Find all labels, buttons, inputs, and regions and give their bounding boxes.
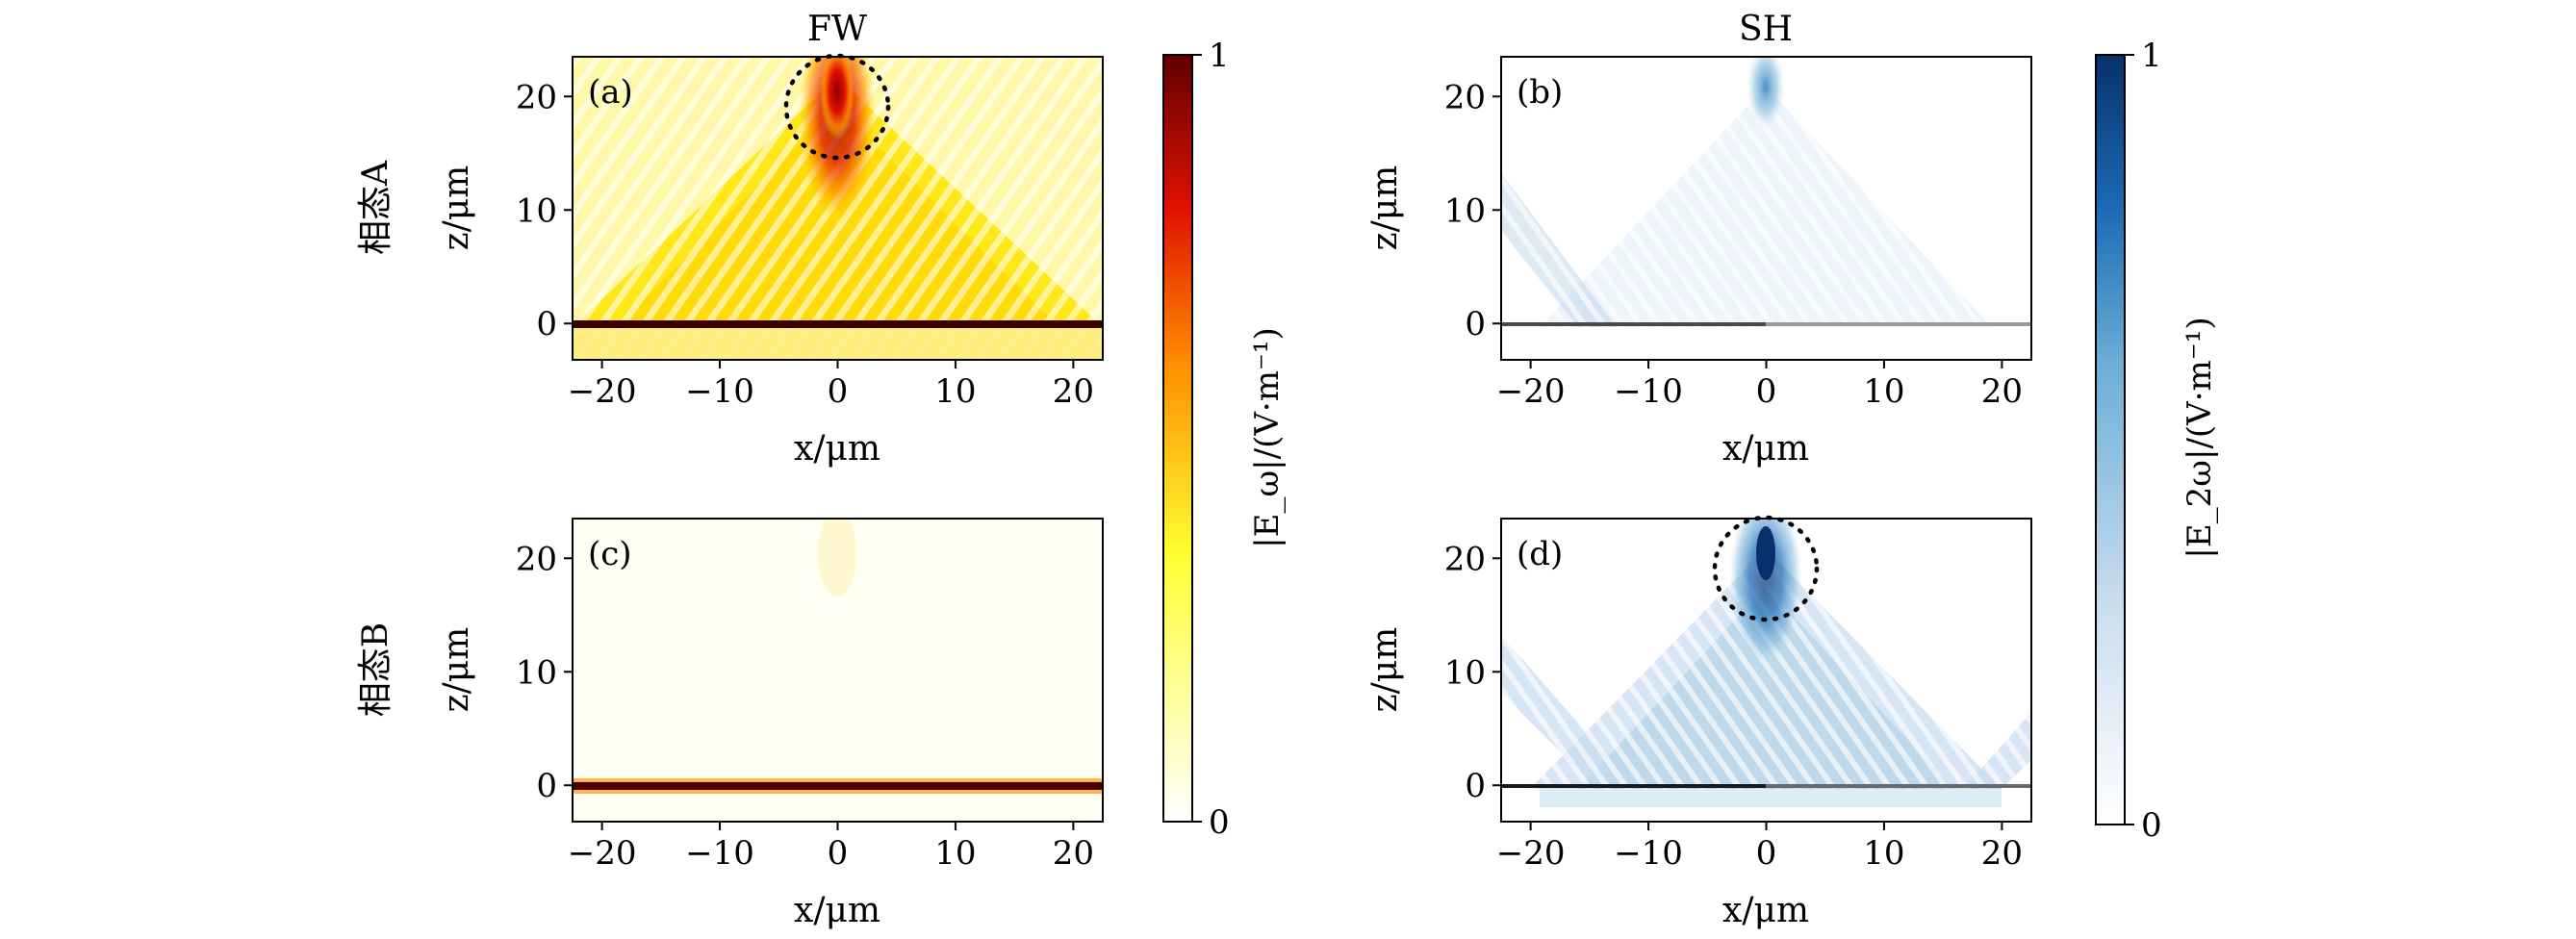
ytick-label: 20 (516, 78, 557, 116)
ytick-label: 0 (1465, 305, 1486, 343)
xlabel-d: x/μm (1722, 891, 1809, 930)
colorbar-fw-max: 1 (1209, 37, 1230, 75)
column-title-sh: SH (1739, 10, 1793, 49)
ytick-label: 0 (536, 767, 557, 805)
panel-b: (b) (1500, 56, 2032, 361)
ytick-label: 20 (1444, 540, 1486, 578)
axis-ticks: −20 −10 0 10 20 0 10 20 −20 −10 0 10 20 0 10 20 −20 −10 0 1… (516, 78, 2023, 873)
xtick-label: 0 (1756, 372, 1777, 411)
panel-d: (d) (1500, 515, 2032, 823)
xtick-label: 10 (934, 372, 976, 411)
colorbar-sh-label: |E_2ω|/(V·m⁻¹) (2181, 317, 2219, 558)
ytick-label: 10 (1444, 191, 1486, 230)
ytick-label: 20 (516, 540, 557, 578)
xtick-label: 20 (1981, 372, 2023, 411)
panel-label-b: (b) (1517, 73, 1563, 112)
xlabel-a: x/μm (794, 429, 880, 469)
xtick-label: 20 (1053, 834, 1094, 873)
ytick-label: 10 (1444, 653, 1486, 692)
ytick-label: 20 (1444, 78, 1486, 116)
xtick-label: 10 (934, 834, 976, 873)
xtick-label: −20 (1496, 372, 1566, 411)
panel-label-c: (c) (588, 535, 632, 573)
xtick-label: −10 (685, 834, 754, 873)
xtick-label: 20 (1981, 834, 2023, 873)
xtick-label: 10 (1863, 834, 1904, 873)
xtick-label: −20 (1496, 834, 1566, 873)
ylabel-b: z/μm (1365, 165, 1405, 251)
colorbar-sh-max: 1 (2141, 37, 2162, 75)
focus-marker-d (1712, 515, 1820, 622)
ytick-label: 0 (1465, 767, 1486, 805)
ylabel-c: z/μm (437, 627, 476, 713)
colorbar-fw-min: 0 (1209, 803, 1230, 842)
panel-label-a: (a) (588, 73, 633, 112)
xtick-label: 0 (828, 834, 849, 873)
xtick-label: 0 (1756, 834, 1777, 873)
colorbar-fw-label: |E_ω|/(V·m⁻¹) (1248, 327, 1287, 548)
xtick-label: −10 (1614, 372, 1683, 411)
panel-c: (c) (572, 518, 1104, 823)
ytick-label: 10 (516, 191, 557, 230)
row-label-a: 相态A (356, 160, 395, 255)
row-label-b: 相态B (356, 622, 395, 717)
xlabel-b: x/μm (1722, 429, 1809, 469)
xtick-label: −10 (1614, 834, 1683, 873)
ytick-label: 10 (516, 653, 557, 692)
xtick-label: −20 (568, 834, 637, 873)
column-title-fw: FW (807, 10, 867, 49)
colorbar-fw: 1 0 |E_ω|/(V·m⁻¹) (1162, 37, 1287, 842)
xtick-label: −10 (685, 372, 754, 411)
focus-marker-a (783, 53, 891, 161)
panel-a: (a) (572, 53, 1104, 361)
xlabel-c: x/μm (794, 891, 880, 930)
colorbar-sh: 1 0 |E_2ω|/(V·m⁻¹) (2095, 37, 2219, 845)
panel-label-d: (d) (1517, 535, 1563, 573)
xtick-label: 0 (828, 372, 849, 411)
ylabel-a: z/μm (437, 165, 476, 251)
ylabel-d: z/μm (1365, 627, 1405, 713)
ytick-label: 0 (536, 305, 557, 343)
xtick-label: 10 (1863, 372, 1904, 411)
xtick-label: 20 (1053, 372, 1094, 411)
xtick-label: −20 (568, 372, 637, 411)
colorbar-sh-min: 0 (2141, 806, 2162, 845)
